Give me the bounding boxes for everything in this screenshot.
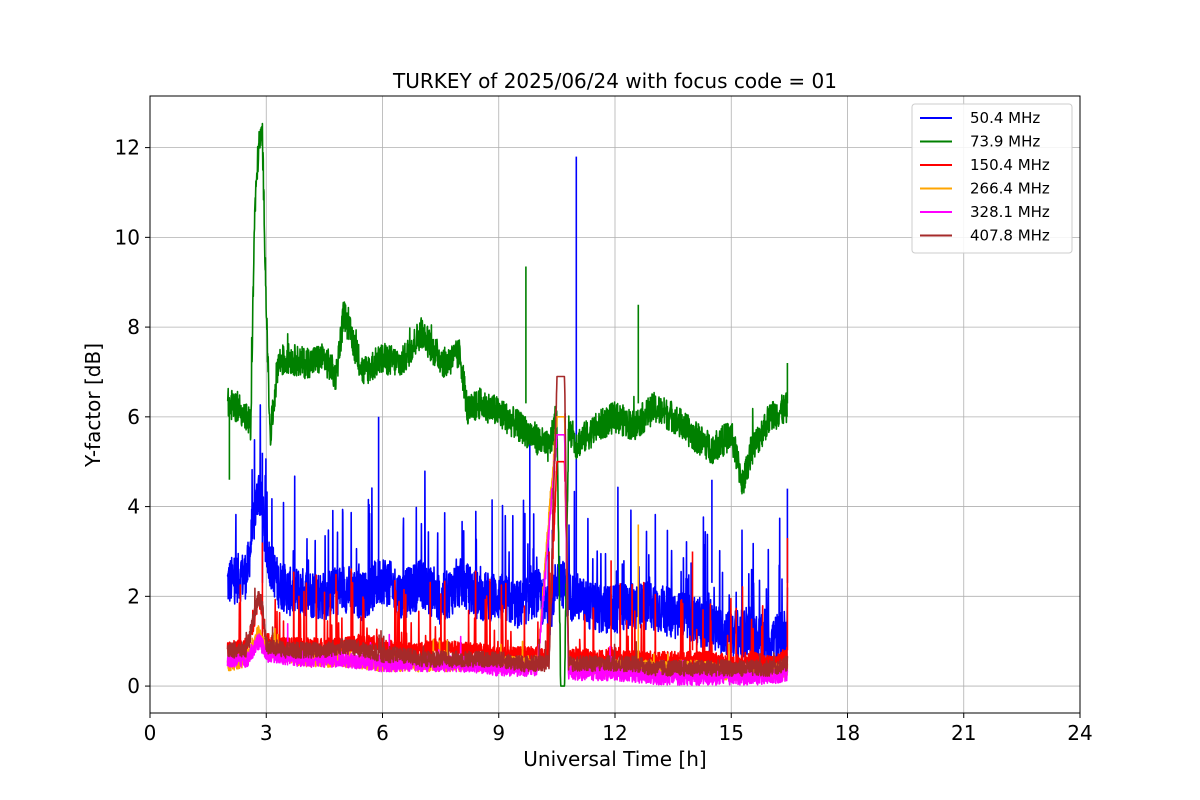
- series-line: [226, 375, 789, 677]
- legend-label: 50.4 MHz: [970, 109, 1040, 127]
- x-tick-label: 15: [719, 721, 744, 745]
- x-tick-label: 6: [376, 721, 389, 745]
- x-tick-label: 0: [144, 721, 157, 745]
- x-tick-label: 24: [1067, 721, 1092, 745]
- legend-label: 407.8 MHz: [970, 227, 1050, 245]
- x-axis-label: Universal Time [h]: [523, 747, 706, 771]
- y-tick-label: 10: [115, 225, 140, 249]
- chart-title: TURKEY of 2025/06/24 with focus code = 0…: [392, 69, 837, 93]
- x-tick-label: 18: [835, 721, 860, 745]
- y-tick-label: 4: [127, 495, 140, 519]
- legend-label: 73.9 MHz: [970, 133, 1040, 151]
- y-tick-label: 8: [127, 315, 140, 339]
- legend: 50.4 MHz 73.9 MHz 150.4 MHz 266.4 MHz 32…: [911, 103, 1073, 254]
- y-axis-label: Y-factor [dB]: [81, 343, 105, 468]
- series-layer: [226, 122, 789, 687]
- series-line: [226, 122, 789, 687]
- legend-label: 266.4 MHz: [970, 180, 1050, 198]
- series-line: [226, 412, 789, 672]
- y-tick-label: 6: [127, 405, 140, 429]
- legend-label: 150.4 MHz: [970, 156, 1050, 174]
- legend-label: 328.1 MHz: [970, 203, 1050, 221]
- y-tick-label: 0: [127, 674, 140, 698]
- x-tick-label: 9: [492, 721, 505, 745]
- y-tick-label: 12: [115, 136, 140, 160]
- x-tick-label: 3: [260, 721, 273, 745]
- x-tick-label: 21: [951, 721, 976, 745]
- x-tick-label: 12: [602, 721, 627, 745]
- series-line: [226, 156, 789, 665]
- y-tick-label: 2: [127, 584, 140, 608]
